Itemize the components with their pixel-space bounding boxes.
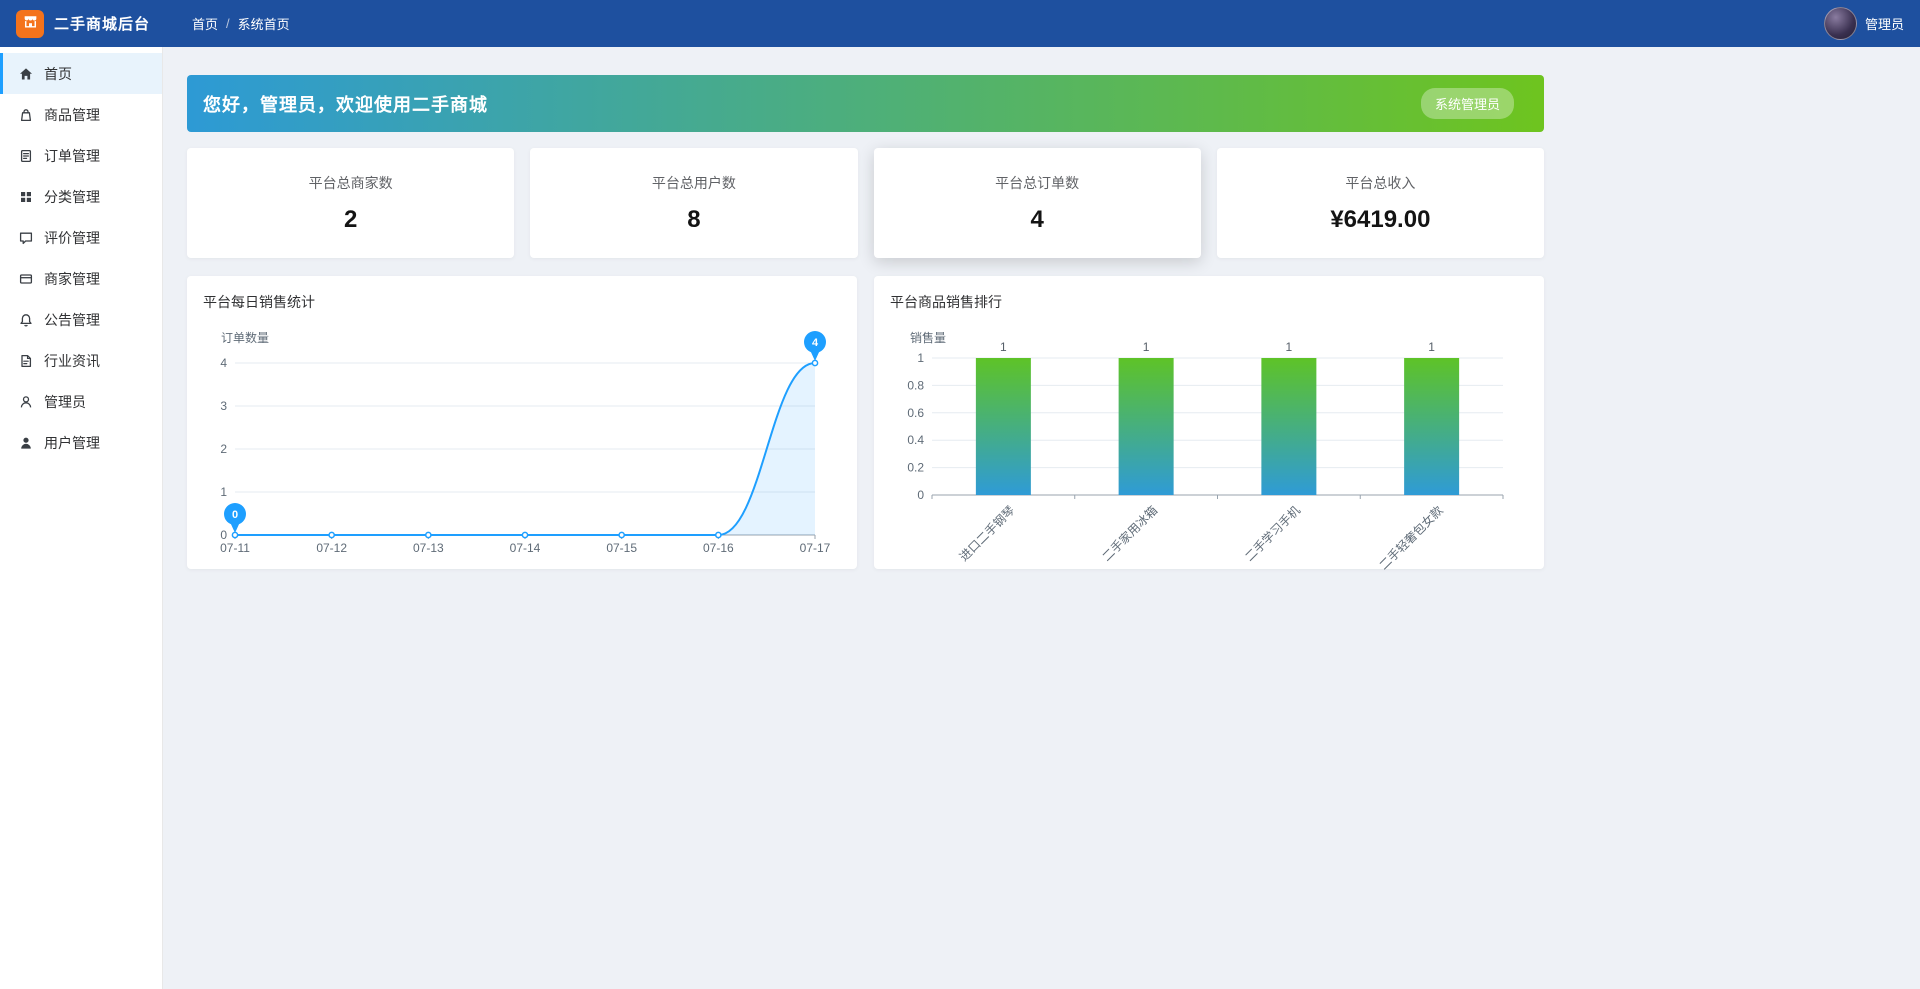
sidebar-item-label: 商品管理 [44, 106, 100, 123]
user-avatar[interactable] [1823, 7, 1857, 40]
svg-text:1: 1 [1143, 340, 1150, 354]
svg-text:07-13: 07-13 [413, 541, 444, 555]
charts-row: 平台每日销售统计 0 1 2 3 4 07-11 07-12 07-13 07-14 07-15 0… [187, 276, 1544, 573]
stat-value: 2 [343, 205, 358, 233]
svg-text:0.8: 0.8 [907, 378, 924, 392]
svg-text:4: 4 [812, 337, 819, 349]
svg-text:07-16: 07-16 [703, 541, 734, 555]
stat-value: ¥6419.00 [1330, 205, 1431, 233]
sidebar-item-label: 商家管理 [44, 270, 100, 287]
product-ranking-chart-title: 平台商品销售排行 [890, 294, 1002, 310]
user-name[interactable]: 管理员 [1864, 17, 1904, 32]
svg-text:1: 1 [1286, 340, 1293, 354]
svg-text:07-14: 07-14 [510, 541, 541, 555]
admin-person-icon [18, 394, 34, 410]
svg-text:二手轻奢包女款: 二手轻奢包女款 [1376, 503, 1446, 573]
svg-text:进口二手钢琴: 进口二手钢琴 [957, 503, 1018, 564]
order-document-icon [18, 148, 34, 164]
breadcrumb-home[interactable]: 首页 [192, 17, 219, 32]
sidebar-item-news[interactable]: 行业资讯 [0, 340, 162, 381]
sidebar-item-users[interactable]: 用户管理 [0, 422, 162, 463]
svg-text:0.4: 0.4 [907, 433, 924, 447]
product-ranking-chart-card: 平台商品销售排行 0 0.2 0.4 0.6 0.8 1 销售量 1 进口二手钢琴 1 二手家用冰箱… [874, 276, 1544, 573]
sidebar-item-label: 用户管理 [44, 434, 100, 451]
sidebar: 首页 商品管理 订单管理 分类管理 评价管理 商家管理 公告管理 [0, 47, 163, 989]
stat-card-total-merchants: 平台总商家数 2 [187, 148, 515, 258]
main-content: 您好，管理员，欢迎使用二手商城 系统管理员 平台总商家数 2 平台总用户数 8 … [163, 47, 1920, 597]
svg-text:二手家用冰箱: 二手家用冰箱 [1099, 503, 1161, 565]
goods-bag-icon [18, 107, 34, 123]
stat-card-total-orders: 平台总订单数 4 [873, 148, 1201, 258]
sidebar-item-label: 首页 [44, 65, 72, 82]
stat-value: 4 [1030, 205, 1044, 233]
welcome-banner: 您好，管理员，欢迎使用二手商城 系统管理员 [187, 75, 1544, 132]
sidebar-item-label: 订单管理 [44, 147, 100, 164]
svg-text:07-15: 07-15 [606, 541, 637, 555]
svg-text:0.6: 0.6 [907, 406, 924, 420]
svg-text:07-12: 07-12 [316, 541, 347, 555]
svg-text:0.2: 0.2 [907, 461, 924, 475]
stats-row: 平台总商家数 2 平台总用户数 8 平台总订单数 4 平台总收入 ¥6419.0… [187, 148, 1544, 258]
stat-card-total-revenue: 平台总收入 ¥6419.00 [1216, 148, 1544, 258]
svg-text:0: 0 [220, 528, 227, 542]
review-chat-icon [18, 230, 34, 246]
breadcrumb-separator: / [226, 16, 230, 31]
home-icon [18, 66, 34, 82]
app-title: 二手商城后台 [54, 16, 151, 33]
sidebar-item-label: 行业资讯 [44, 352, 100, 369]
merchant-card-icon [18, 271, 34, 287]
breadcrumb-current: 系统首页 [237, 17, 290, 32]
product-ranking-bar-chart[interactable]: 0 0.2 0.4 0.6 0.8 1 销售量 1 进口二手钢琴 1 二手家用冰箱 1 二手学习手机 1 二… [890, 320, 1527, 573]
svg-text:1: 1 [220, 485, 227, 499]
stat-label: 平台总用户数 [651, 174, 736, 191]
sidebar-item-announcements[interactable]: 公告管理 [0, 299, 162, 340]
sidebar-item-home[interactable]: 首页 [0, 53, 162, 94]
svg-text:07-11: 07-11 [220, 541, 250, 555]
announcement-bell-icon [18, 312, 34, 328]
sidebar-item-categories[interactable]: 分类管理 [0, 176, 162, 217]
sidebar-item-label: 分类管理 [44, 188, 100, 205]
news-file-icon [18, 353, 34, 369]
svg-text:1: 1 [1428, 340, 1435, 354]
svg-text:1: 1 [917, 351, 924, 365]
svg-text:07-17: 07-17 [800, 541, 831, 555]
svg-text:1: 1 [1000, 340, 1007, 354]
category-grid-icon [18, 189, 34, 205]
svg-text:0: 0 [917, 488, 924, 502]
svg-text:销售量: 销售量 [910, 330, 946, 345]
sidebar-item-goods[interactable]: 商品管理 [0, 94, 162, 135]
stat-card-total-users: 平台总用户数 8 [530, 148, 858, 258]
sidebar-item-orders[interactable]: 订单管理 [0, 135, 162, 176]
sidebar-item-label: 公告管理 [44, 311, 100, 328]
sidebar-item-label: 评价管理 [44, 229, 100, 246]
svg-text:4: 4 [220, 356, 227, 370]
sidebar-item-reviews[interactable]: 评价管理 [0, 217, 162, 258]
users-person-icon [18, 435, 34, 451]
welcome-message: 您好，管理员，欢迎使用二手商城 [203, 94, 488, 115]
sidebar-item-merchants[interactable]: 商家管理 [0, 258, 162, 299]
topbar-user-area: 管理员 [1823, 7, 1904, 40]
svg-text:订单数量: 订单数量 [221, 330, 269, 345]
stat-label: 平台总订单数 [995, 174, 1080, 191]
app-logo [16, 9, 44, 38]
breadcrumb: 首页 / 系统首页 [192, 14, 290, 33]
sidebar-item-admins[interactable]: 管理员 [0, 381, 162, 422]
svg-text:二手学习手机: 二手学习手机 [1241, 503, 1303, 565]
daily-sales-chart-card: 平台每日销售统计 0 1 2 3 4 07-11 07-12 07-13 07-14 07-15 0… [187, 276, 857, 569]
sidebar-item-label: 管理员 [44, 393, 86, 410]
storefront-icon [22, 13, 39, 35]
svg-text:2: 2 [220, 442, 227, 456]
daily-sales-chart-title: 平台每日销售统计 [203, 294, 315, 310]
topbar: 二手商城后台 首页 / 系统首页 管理员 [0, 0, 1920, 47]
role-badge: 系统管理员 [1420, 88, 1514, 119]
stat-value: 8 [687, 205, 701, 233]
svg-text:0: 0 [232, 509, 238, 521]
stat-label: 平台总商家数 [308, 174, 393, 191]
stat-label: 平台总收入 [1345, 174, 1416, 191]
svg-text:3: 3 [220, 399, 227, 413]
